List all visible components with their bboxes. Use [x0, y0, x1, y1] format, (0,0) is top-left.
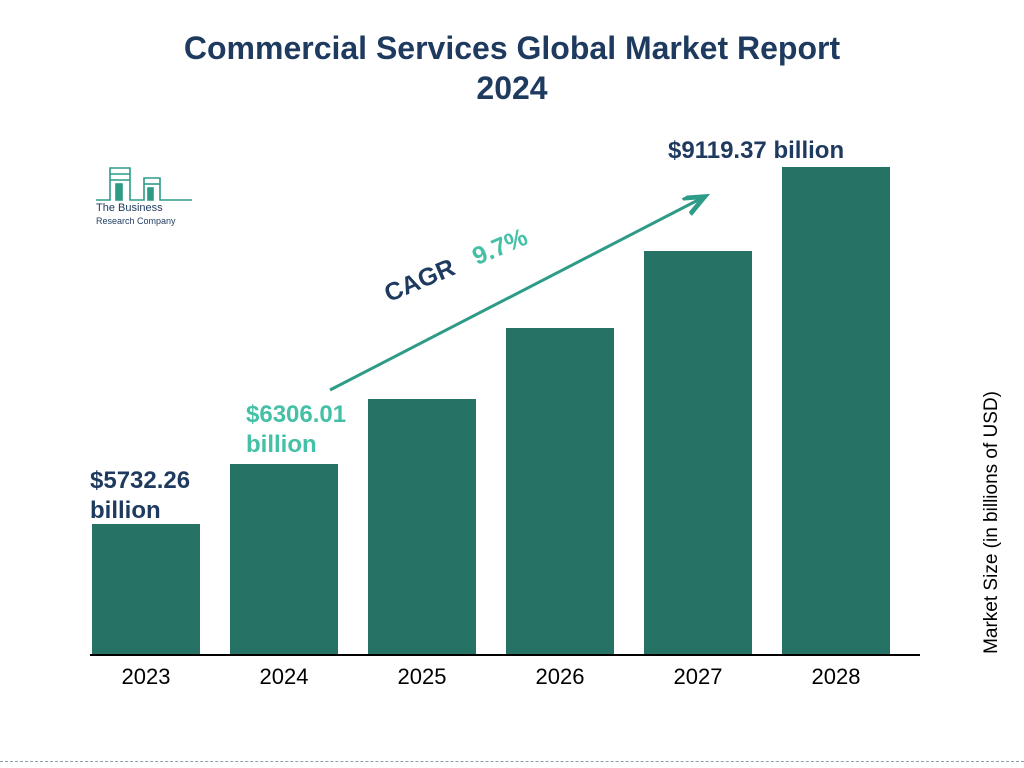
y-axis-label: Market Size (in billions of USD) [981, 391, 1003, 654]
title-line1: Commercial Services Global Market Report [0, 28, 1024, 68]
chart-area: 202320242025202620272028 $5732.26 billio… [90, 150, 920, 710]
chart-title: Commercial Services Global Market Report… [0, 28, 1024, 108]
title-line2: 2024 [0, 68, 1024, 108]
footer-divider [0, 761, 1024, 762]
